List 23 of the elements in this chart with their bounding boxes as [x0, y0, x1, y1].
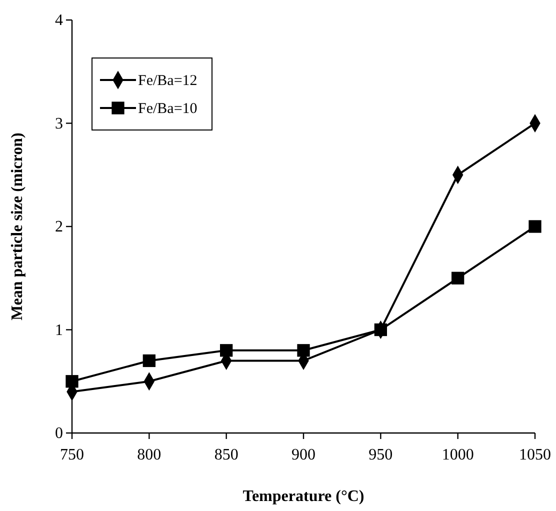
x-tick-label: 750: [60, 446, 84, 464]
point: [142, 354, 156, 368]
y-tick-label: 0: [55, 425, 63, 442]
x-tick-label: 950: [368, 446, 393, 464]
legend-label: Fe/Ba=12: [138, 73, 198, 89]
point: [374, 323, 387, 336]
x-tick-label: 1050: [519, 446, 551, 464]
point: [220, 344, 233, 357]
y-axis-title: Mean particle size (micron): [9, 132, 26, 320]
point: [66, 375, 78, 388]
x-tick-label: 850: [214, 446, 238, 464]
x-tick-label: 800: [137, 446, 162, 464]
point: [528, 220, 542, 233]
y-tick-label: 2: [55, 218, 63, 236]
x-tick-label: 900: [292, 446, 316, 464]
x-tick-label: 1000: [442, 446, 474, 464]
legend-label: Fe/Ba=10: [138, 101, 198, 117]
y-tick-label: 1: [55, 322, 63, 339]
point: [452, 272, 464, 284]
x-axis-title: Temperature (°C): [242, 488, 364, 505]
point: [297, 344, 310, 357]
y-tick-label: 4: [55, 12, 63, 30]
y-tick-label: 3: [55, 115, 63, 132]
